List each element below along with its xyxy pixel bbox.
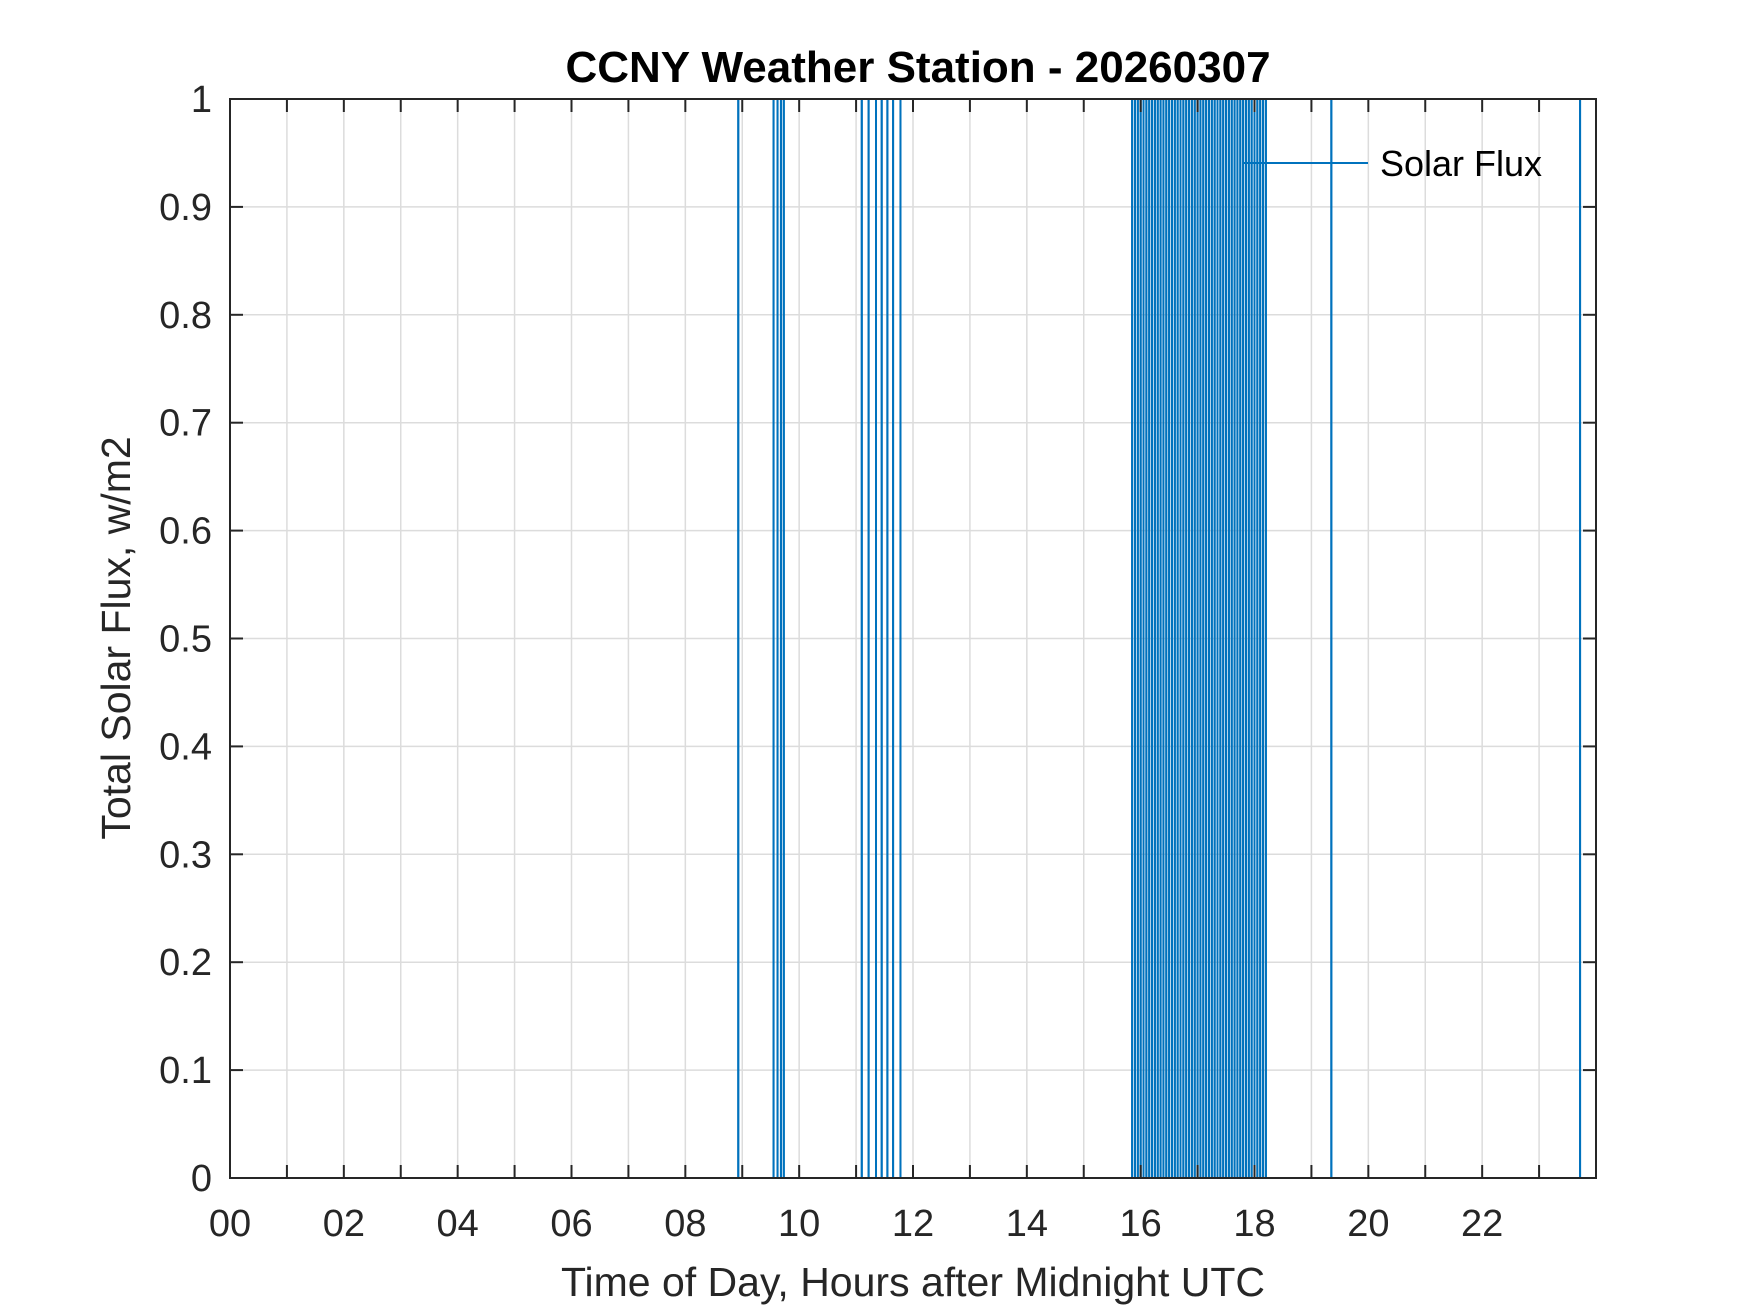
series-solar-flux bbox=[230, 99, 1596, 1179]
x-tick-label: 20 bbox=[1347, 1203, 1389, 1245]
y-tick-label: 0.3 bbox=[159, 834, 212, 876]
x-tick-label: 08 bbox=[664, 1203, 706, 1245]
x-tick-label: 06 bbox=[550, 1203, 592, 1245]
x-tick-label: 18 bbox=[1233, 1203, 1275, 1245]
y-tick-label: 0.1 bbox=[159, 1050, 212, 1092]
y-axis-tick-labels: 0 0.1 0.2 0.3 0.4 0.5 0.6 0.7 0.8 0.9 1 bbox=[159, 79, 212, 1200]
y-tick-label: 0.5 bbox=[159, 619, 212, 661]
x-tick-label: 14 bbox=[1006, 1203, 1048, 1245]
chart-title: CCNY Weather Station - 20260307 bbox=[565, 43, 1270, 92]
y-tick-label: 0.2 bbox=[159, 942, 212, 984]
y-tick-label: 0 bbox=[191, 1158, 212, 1200]
x-tick-label: 16 bbox=[1120, 1203, 1162, 1245]
legend: Solar Flux bbox=[1243, 143, 1542, 184]
x-axis-tick-labels: 00 02 04 06 08 10 12 14 16 18 20 22 bbox=[209, 1203, 1503, 1245]
grid-lines bbox=[230, 99, 1596, 1178]
y-tick-label: 0.7 bbox=[159, 403, 212, 445]
x-tick-label: 22 bbox=[1461, 1203, 1503, 1245]
y-tick-label: 1 bbox=[191, 79, 212, 121]
x-tick-label: 04 bbox=[437, 1203, 479, 1245]
y-axis-label: Total Solar Flux, w/m2 bbox=[93, 436, 139, 839]
y-tick-label: 0.8 bbox=[159, 295, 212, 337]
y-tick-label: 0.6 bbox=[159, 511, 212, 553]
y-tick-label: 0.9 bbox=[159, 187, 212, 229]
axis-ticks bbox=[230, 98, 1596, 1179]
x-tick-label: 10 bbox=[778, 1203, 820, 1245]
x-axis-label: Time of Day, Hours after Midnight UTC bbox=[561, 1259, 1265, 1305]
x-tick-label: 00 bbox=[209, 1203, 251, 1245]
legend-label-solar-flux: Solar Flux bbox=[1380, 143, 1542, 184]
x-tick-label: 12 bbox=[892, 1203, 934, 1245]
y-tick-label: 0.4 bbox=[159, 726, 212, 768]
x-tick-label: 02 bbox=[323, 1203, 365, 1245]
